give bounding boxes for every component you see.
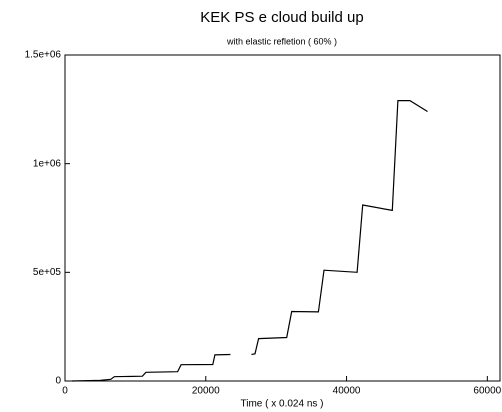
x-tick-label: 40000 — [333, 386, 361, 397]
y-tick-label: 0 — [55, 376, 61, 387]
x-tick-label: 0 — [62, 386, 68, 397]
y-tick-label: 1e+06 — [33, 158, 62, 169]
x-tick-label: 20000 — [192, 386, 220, 397]
x-tick-label: 60000 — [473, 386, 501, 397]
chart-subtitle: with elastic refletion ( 60% ) — [226, 36, 337, 46]
y-tick-label: 1.5e+06 — [25, 50, 62, 61]
plot-frame — [64, 54, 501, 382]
x-axis-label: Time ( x 0.024 ns ) — [241, 399, 324, 410]
data-line — [71, 100, 428, 382]
y-tick-label: 5e+05 — [33, 267, 62, 278]
chart-title: KEK PS e cloud build up — [200, 9, 363, 26]
